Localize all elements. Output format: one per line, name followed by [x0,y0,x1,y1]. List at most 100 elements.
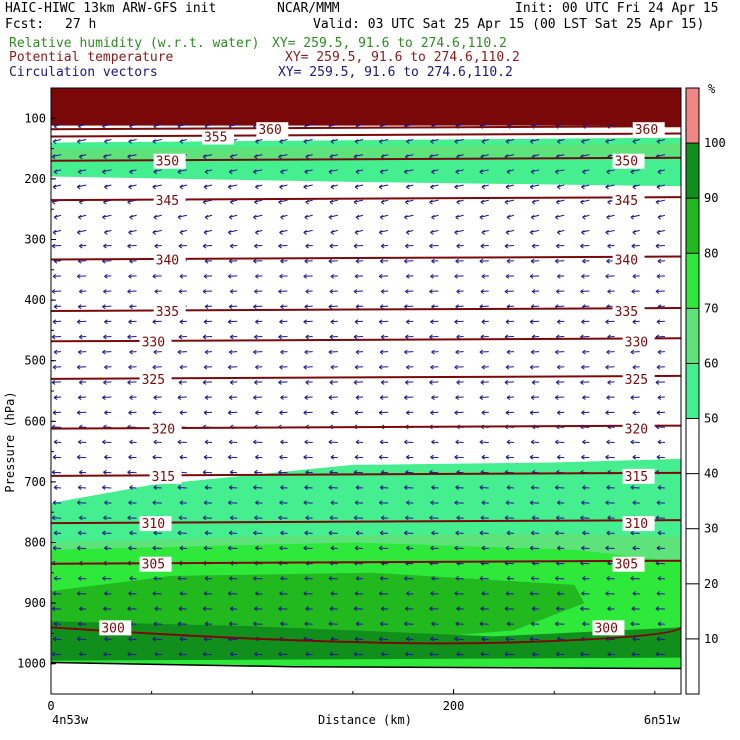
vector [128,229,137,235]
vector [529,273,540,279]
vector [127,515,137,521]
vector [152,184,162,190]
vector [580,199,590,205]
vector [455,575,464,581]
vector [505,591,514,596]
vector [153,395,162,400]
vector [330,545,338,551]
vector [104,229,112,235]
vector [404,621,414,627]
vector [152,229,162,235]
vector [404,349,414,355]
vector [581,319,590,325]
vector [279,500,288,506]
vector [204,439,213,445]
vector [127,243,137,249]
vector [279,454,288,460]
theta-335-label-left: 335 [156,305,179,320]
vector [554,575,565,581]
vector [456,606,464,612]
theta-345-label-left: 345 [156,194,179,209]
vector [202,154,213,160]
vector [378,636,389,642]
vector [556,229,565,235]
vector [529,364,540,370]
vector [204,169,213,175]
vector [405,199,414,205]
vector [76,410,87,416]
vector [607,243,615,249]
y-tick-200: 200 [24,172,46,186]
vector [630,621,640,627]
vector [305,651,313,657]
vector [556,184,565,190]
theta-305-label-bg [139,556,172,572]
vector [153,575,162,581]
vector [481,454,489,460]
vector [328,395,338,400]
vector [632,364,640,370]
vector [554,169,565,175]
theta-300-label-bg [99,620,132,636]
vector [431,485,439,490]
vector [304,621,313,627]
vector [52,500,62,506]
vector [605,545,615,551]
vector [456,379,464,385]
vector [152,591,162,596]
vector [253,530,263,536]
vector [455,395,464,400]
vector [632,591,640,596]
colorbar-swatch-4 [686,418,699,474]
vector [51,651,62,657]
vector [406,229,414,235]
theta-360-label-bg [256,122,289,138]
vector [104,184,112,190]
vector [480,515,489,521]
vector [303,591,313,596]
vector [580,515,590,521]
vector [530,575,540,581]
vector [354,229,364,235]
vector [431,304,439,310]
vector [430,410,439,416]
vector [429,289,439,294]
vector [179,410,187,416]
vector [255,410,263,416]
vector [279,319,288,325]
theta-305-label-right: 305 [615,558,638,573]
vector [179,229,188,235]
vector [304,214,313,220]
vector [204,621,213,627]
vector [229,289,238,294]
vector [404,169,414,175]
vector [77,214,87,220]
vector [378,364,389,370]
vector [506,621,514,627]
vector [630,439,640,445]
vector [328,258,338,264]
vector [630,485,640,490]
vector [129,349,137,355]
vector [304,395,313,400]
vector [328,621,338,627]
vector [153,214,162,220]
vector [154,289,162,294]
vector [529,139,540,144]
vector [279,184,288,190]
theta-310-label-left: 310 [142,517,165,532]
vector [430,139,439,144]
colorbar-level-60: 60 [704,356,718,370]
vector [280,530,288,536]
vector [404,530,414,536]
vector [103,651,112,657]
vector [78,651,87,657]
theta-325-label-bg [139,371,172,387]
vector [51,606,62,612]
y-tick-700: 700 [24,475,46,489]
vector [454,319,464,325]
colorbar-level-100: 100 [704,136,726,150]
vector [580,606,590,612]
vector [530,485,540,490]
vector [227,500,238,506]
